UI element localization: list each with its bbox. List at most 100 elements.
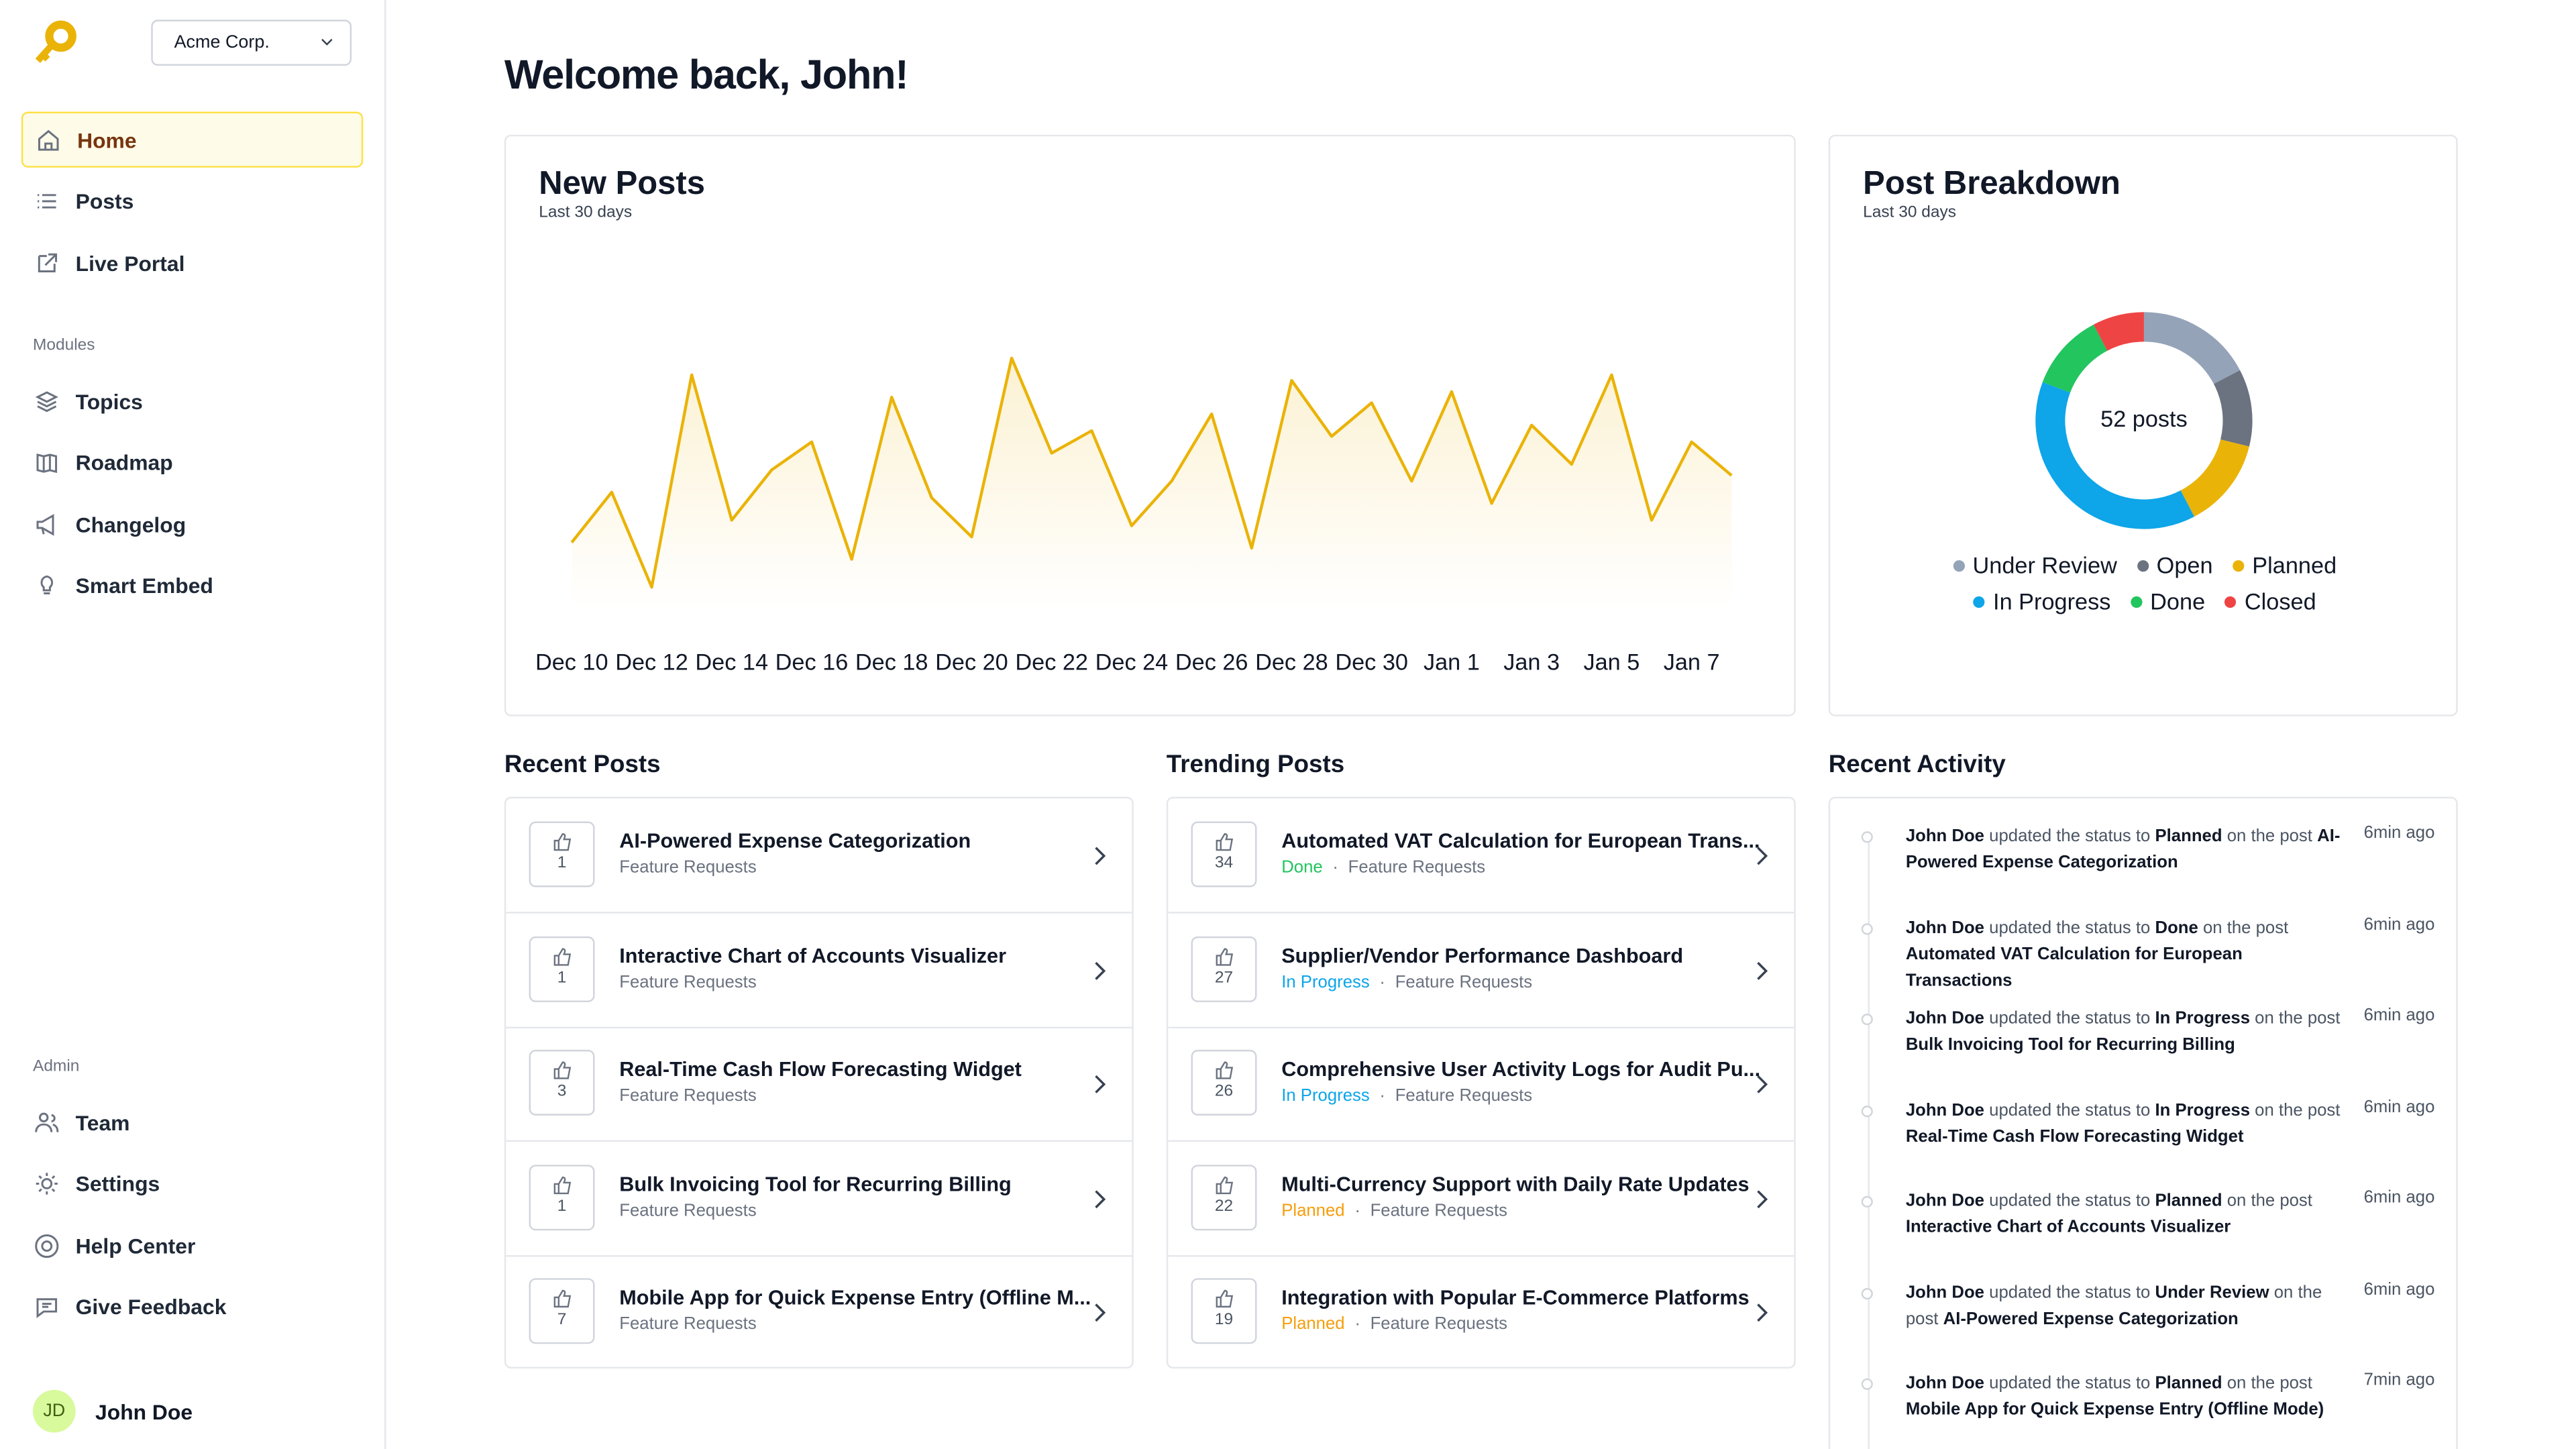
post-row[interactable]: 3 Real-Time Cash Flow Forecasting Widget F… (506, 1027, 1132, 1142)
x-tick-label: Dec 10 (535, 649, 608, 675)
post-meta: In Progress · Feature Requests (1281, 1086, 1532, 1106)
activity-post[interactable]: AI-Powered Expense Categorization (1943, 1308, 2239, 1329)
activity-post[interactable]: Bulk Invoicing Tool for Recurring Billin… (1905, 1034, 2235, 1055)
post-row[interactable]: 34 Automated VAT Calculation for European… (1168, 798, 1794, 914)
post-meta: Planned · Feature Requests (1281, 1314, 1507, 1334)
vote-button[interactable]: 1 (529, 935, 595, 1002)
x-tick-label: Dec 14 (695, 649, 768, 675)
activity-link: on the post (1905, 1282, 2322, 1329)
activity-time: 6min ago (2363, 1096, 2435, 1117)
post-status: In Progress (1281, 971, 1370, 991)
post-meta: Feature Requests (619, 1086, 756, 1106)
activity-link: on the post (2255, 1099, 2341, 1120)
vote-button[interactable]: 7 (529, 1278, 595, 1344)
section-title: Trending Posts (1166, 751, 1345, 779)
chevron (1757, 1189, 1768, 1208)
activity-post[interactable]: AI-Powered Expense Categorization (1905, 826, 2341, 873)
icon-shape (38, 194, 56, 209)
post-row[interactable]: 1 Bulk Invoicing Tool for Recurring Billi… (506, 1141, 1132, 1256)
logo (35, 20, 76, 63)
area (572, 358, 1732, 610)
x-tick-label: Jan 1 (1424, 649, 1480, 675)
x-tick-label: Dec 20 (935, 649, 1008, 675)
activity-action: updated the status to (1989, 917, 2151, 938)
icon-shape (1757, 961, 1768, 979)
vote-count: 1 (557, 968, 567, 987)
activity-time: 6min ago (2363, 1005, 2435, 1026)
vote-button[interactable]: 3 (529, 1049, 595, 1116)
icon (38, 129, 59, 150)
icon-shape (1757, 1303, 1768, 1322)
x-tick-label: Dec 24 (1095, 649, 1169, 675)
activity-post[interactable]: Interactive Chart of Accounts Visualizer (1905, 1217, 2231, 1238)
nav-item[interactable]: Smart Embed (21, 557, 363, 613)
chevron (321, 38, 333, 46)
nav-label: Help Center (75, 1232, 196, 1258)
post-row[interactable]: 22 Multi-Currency Support with Daily Rate… (1168, 1141, 1794, 1256)
icon-shape (553, 1061, 570, 1079)
icon-shape (1215, 1289, 1232, 1308)
activity-post[interactable]: Automated VAT Calculation for European T… (1905, 943, 2243, 990)
separator-dot: · (1332, 857, 1338, 877)
nav-item[interactable]: Help Center (21, 1218, 363, 1273)
vote-button[interactable]: 22 (1191, 1164, 1257, 1230)
separator-dot: · (1354, 1314, 1360, 1334)
nav-item[interactable]: Team (21, 1094, 363, 1150)
post-meta: Planned · Feature Requests (1281, 1200, 1507, 1220)
org-name: Acme Corp. (174, 32, 270, 53)
avatar: JD (32, 1389, 76, 1433)
x-tick-label: Dec 30 (1335, 649, 1408, 675)
activity-action: updated the status to (1989, 826, 2151, 847)
activity-list: John Doe updated the status to Planned o… (1828, 796, 2458, 1449)
vote-count: 22 (1214, 1197, 1234, 1216)
post-row[interactable]: 1 Interactive Chart of Accounts Visualize… (506, 912, 1132, 1028)
icon-shape (36, 453, 58, 474)
org-select[interactable]: Acme Corp. (151, 19, 352, 66)
donut-segment (2035, 382, 2195, 529)
activity-status: In Progress (2155, 1008, 2251, 1029)
activity-user: John Doe (1905, 826, 1985, 847)
icon-shape (36, 513, 54, 535)
vote-count: 27 (1214, 968, 1234, 987)
vote-button[interactable]: 34 (1191, 821, 1257, 888)
vote-count: 26 (1214, 1082, 1234, 1101)
nav-item[interactable]: Topics (21, 373, 363, 429)
vote-count: 1 (557, 854, 567, 873)
post-row[interactable]: 19 Integration with Popular E-Commerce Pl… (1168, 1255, 1794, 1367)
icon-shape (1757, 847, 1768, 865)
post-row[interactable]: 1 AI-Powered Expense Categorization Featur… (506, 798, 1132, 914)
chevron (1095, 1189, 1106, 1208)
post-status: Planned (1281, 1314, 1345, 1334)
vote-button[interactable]: 26 (1191, 1049, 1257, 1116)
vote-button[interactable]: 27 (1191, 935, 1257, 1002)
vote-button[interactable]: 1 (529, 1164, 595, 1230)
nav-item[interactable]: Settings (21, 1156, 363, 1212)
post-category: Feature Requests (1348, 857, 1486, 877)
icon-shape (1095, 1303, 1106, 1322)
post-meta: In Progress · Feature Requests (1281, 972, 1532, 991)
nav-item[interactable]: Changelog (21, 496, 363, 552)
user-name[interactable]: John Doe (95, 1399, 193, 1425)
legend-label: In Progress (1993, 588, 2111, 614)
vote-button[interactable]: 1 (529, 821, 595, 888)
nav-item[interactable]: Posts (21, 173, 363, 229)
post-title: Automated VAT Calculation for European T… (1281, 829, 1760, 853)
activity-post[interactable]: Mobile App for Quick Expense Entry (Offl… (1905, 1399, 2324, 1419)
nav-label: Settings (75, 1171, 160, 1196)
activity-status: Done (2155, 917, 2198, 938)
nav-item[interactable]: Live Portal (21, 235, 363, 290)
activity-user: John Doe (1905, 917, 1985, 938)
post-row[interactable]: 26 Comprehensive User Activity Logs for A… (1168, 1027, 1794, 1142)
thumb-icon (1215, 947, 1232, 965)
vote-button[interactable]: 19 (1191, 1278, 1257, 1344)
nav-item[interactable]: Home (21, 111, 364, 168)
nav-item[interactable]: Roadmap (21, 435, 363, 490)
nav-item[interactable]: Give Feedback (21, 1279, 363, 1335)
post-title: Multi-Currency Support with Daily Rate U… (1281, 1172, 1750, 1195)
post-title: Comprehensive User Activity Logs for Aud… (1281, 1058, 1761, 1081)
activity-post[interactable]: Real-Time Cash Flow Forecasting Widget (1905, 1126, 2244, 1146)
post-row[interactable]: 7 Mobile App for Quick Expense Entry (Off… (506, 1255, 1132, 1367)
post-row[interactable]: 27 Supplier/Vendor Performance Dashboard I… (1168, 912, 1794, 1028)
timeline-dot (1861, 1195, 1873, 1208)
